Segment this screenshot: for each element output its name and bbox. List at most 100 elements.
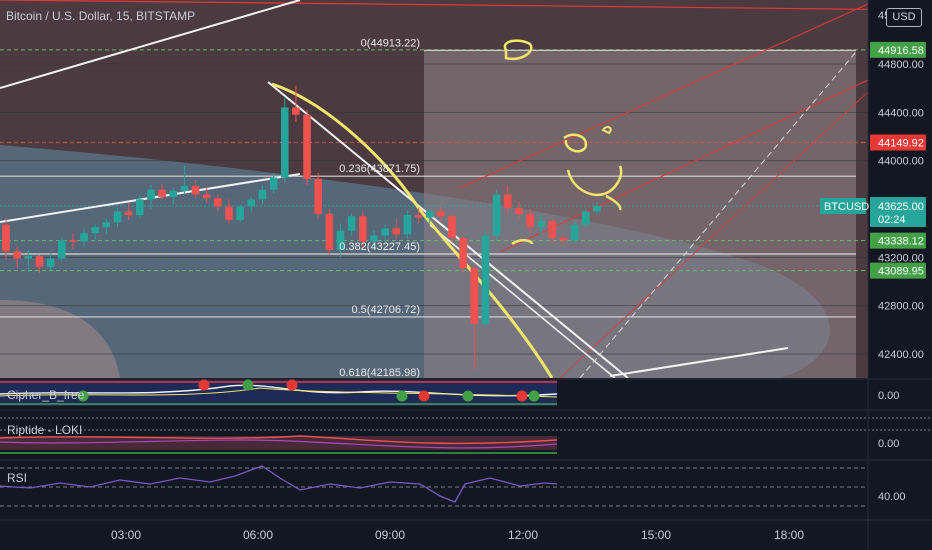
- candle-body: [448, 216, 456, 238]
- time-tick: 12:00: [508, 528, 538, 542]
- candle-body: [169, 190, 178, 197]
- candle-body: [158, 189, 166, 197]
- candle-body: [2, 224, 10, 252]
- price-badge-label: 44916.58: [878, 45, 924, 57]
- price-axis: [868, 0, 932, 378]
- red-top-line: [0, 0, 932, 11]
- candle-body: [236, 206, 244, 220]
- candle-body: [147, 189, 155, 200]
- candle-body: [515, 207, 523, 214]
- candle-body: [80, 233, 88, 242]
- time-tick: 09:00: [375, 528, 405, 542]
- time-tick: 03:00: [111, 528, 141, 542]
- cipher-value: 0.00: [878, 390, 899, 402]
- candle-body: [13, 251, 21, 259]
- candle-body: [214, 198, 222, 207]
- channel-line: [499, 79, 869, 253]
- freehand-mark: [605, 194, 622, 211]
- current-price-label: 43625.00: [878, 201, 924, 213]
- candle-body: [102, 222, 111, 228]
- price-tick: 44000.00: [878, 156, 924, 168]
- trend-line: [0, 0, 301, 89]
- freehand-mark: [511, 239, 534, 246]
- indicator-label-riptide[interactable]: Riptide - LOKI: [7, 423, 83, 437]
- cipher-dot: [418, 390, 430, 402]
- rsi-value: 40.00: [878, 491, 906, 503]
- freehand-mark: [566, 165, 623, 197]
- indicator-label-cipher[interactable]: Cipher_B_free: [7, 388, 85, 402]
- cipher-dot: [286, 379, 298, 391]
- candle-body: [347, 216, 356, 231]
- symbol-badge: [820, 197, 866, 214]
- indicator-label-rsi[interactable]: RSI: [7, 471, 28, 485]
- fib-label: 0(44913.22): [361, 37, 420, 49]
- cipher-wave: [0, 387, 558, 398]
- price-tick: 43200.00: [878, 252, 924, 264]
- candle-body: [414, 215, 423, 218]
- cipher-dot: [242, 379, 254, 391]
- cipher-dot: [462, 390, 474, 402]
- chart-title: Bitcoin / U.S. Dollar, 15, BITSTAMP: [6, 9, 196, 23]
- candle-body: [425, 211, 434, 218]
- candle-body: [503, 194, 512, 208]
- candle-body: [258, 189, 267, 200]
- price-badge: [870, 232, 926, 249]
- candle-body: [325, 213, 334, 251]
- candle-body: [180, 186, 189, 191]
- symbol-label: BTCUSD: [824, 201, 869, 213]
- channel-line: [459, 3, 869, 189]
- price-badge-label: 44149.92: [878, 138, 924, 150]
- trend-line: [267, 81, 629, 379]
- riptide-value: 0.00: [878, 438, 899, 450]
- candle-body: [381, 228, 389, 236]
- price-tick: 42400.00: [878, 349, 924, 361]
- fib-label: 0.382(43227.45): [339, 241, 420, 253]
- candle-body: [46, 258, 55, 267]
- candle-body: [57, 240, 66, 259]
- currency-button[interactable]: USD: [886, 8, 922, 27]
- trend-line: [609, 347, 789, 377]
- price-badge-label: 43338.12: [878, 236, 924, 248]
- cipher-dot: [396, 390, 408, 402]
- countdown-label: 02:24: [878, 214, 906, 226]
- dashed-trend-line: [579, 51, 857, 379]
- candle-body: [124, 211, 133, 216]
- price-badge: [870, 134, 926, 151]
- candle-body: [269, 177, 278, 190]
- price-tick: 42800.00: [878, 301, 924, 313]
- candle-body: [470, 268, 479, 324]
- current-price-badge: [870, 196, 926, 227]
- candle-body: [292, 107, 300, 115]
- cipher-dot: [516, 390, 528, 402]
- candle-body: [35, 256, 44, 267]
- fib-label: 0.5(42706.72): [352, 304, 421, 316]
- channel-line: [559, 91, 869, 379]
- cipher-dot: [528, 390, 540, 402]
- candle-body: [559, 238, 568, 241]
- candle-body: [280, 107, 289, 178]
- price-badge: [870, 41, 926, 58]
- candle-body: [303, 114, 311, 179]
- ellipse-inner: [0, 300, 120, 378]
- candle-body: [526, 213, 534, 228]
- candle-body: [359, 216, 367, 242]
- candle-body: [24, 256, 33, 259]
- candle-body: [247, 199, 256, 207]
- candle-body: [459, 238, 467, 269]
- time-tick: 15:00: [641, 528, 671, 542]
- time-tick: 06:00: [243, 528, 273, 542]
- indicator-background: [0, 378, 932, 550]
- freehand-line: [271, 82, 554, 379]
- riptide-line: [0, 439, 558, 449]
- candle-body: [225, 206, 233, 220]
- freehand-mark: [601, 126, 612, 135]
- candle-body: [403, 215, 412, 235]
- riptide-line: [0, 435, 558, 445]
- candle-body: [437, 211, 445, 217]
- candle-body: [91, 227, 99, 234]
- fib-label: 0.236(43871.75): [339, 163, 420, 175]
- price-tick: 44400.00: [878, 107, 924, 119]
- cipher-dot: [77, 390, 89, 402]
- candle-body: [570, 224, 579, 241]
